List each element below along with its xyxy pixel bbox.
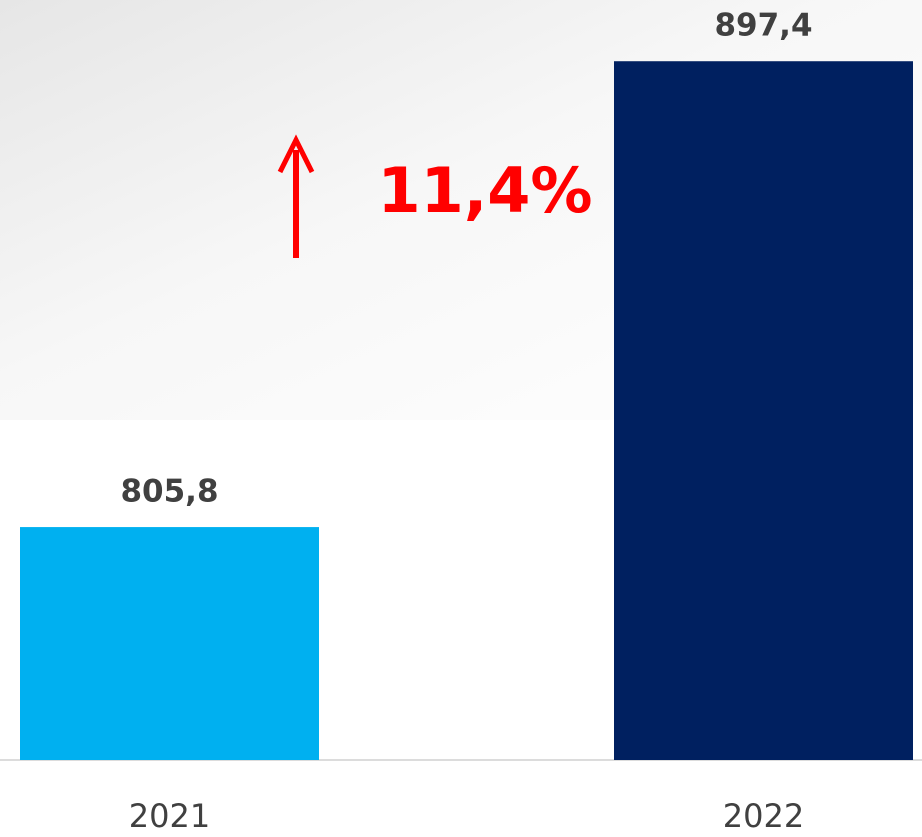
x-tick-label: 2021 bbox=[129, 797, 210, 835]
bar bbox=[614, 61, 913, 761]
data-label: 897,4 bbox=[714, 8, 812, 44]
growth-arrow bbox=[277, 134, 315, 258]
growth-annotation: 11,4% bbox=[377, 154, 592, 227]
x-tick-label: 2022 bbox=[723, 797, 804, 835]
data-label: 805,8 bbox=[120, 474, 218, 510]
bar bbox=[20, 527, 319, 760]
